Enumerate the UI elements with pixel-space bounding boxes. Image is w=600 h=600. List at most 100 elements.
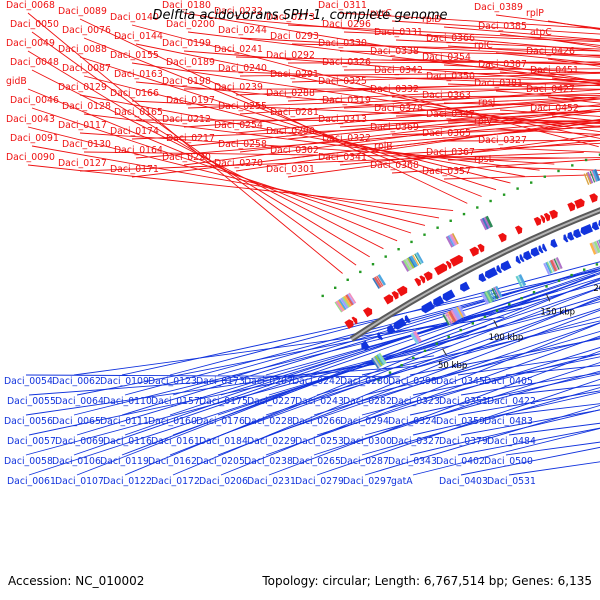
connector-line [409,409,600,456]
forward-gene-label: rplP [526,8,544,19]
reverse-gene-arrow [573,228,582,239]
guide-dot [423,233,426,236]
connector-line [83,113,540,171]
connector-line [25,374,401,378]
forward-gene-label: Daci_0331 [374,27,423,38]
feature-bar [589,242,597,255]
connector-line [287,24,600,42]
guide-dot [388,371,392,374]
reverse-gene-label: Daci_0297 [343,476,392,487]
guide-dot [557,279,561,282]
reverse-gene-arrow [442,289,456,302]
forward-gene-ring [344,193,598,329]
connector-line [187,93,600,109]
reverse-gene-arrow [361,340,370,351]
forward-gene-arrow [351,316,358,325]
forward-gene-label: Daci_0296 [322,19,371,30]
feature-bar [543,262,551,275]
reverse-gene-label: Daci_0300 [343,436,392,447]
forward-gene-label: Daci_0163 [114,69,163,80]
reverse-gene-label: Daci_0484 [487,436,536,447]
feature-bar [343,295,352,307]
feature-bar [592,169,599,182]
connector-line [121,268,600,416]
guide-dot [436,226,439,229]
forward-gene-label: Daci_0076 [62,25,111,36]
forward-gene-label: Daci_0313 [318,114,367,125]
feature-bar [453,307,462,320]
reverse-gene-arrow [433,295,445,307]
feature-bar [518,274,527,286]
connector-line [79,56,497,191]
guide-dot [471,322,474,325]
reverse-gene-label: Daci_0205 [196,456,245,467]
genome-backbone-highlight [350,209,600,341]
forward-gene-label: Daci_0129 [58,82,107,93]
reverse-gene-label: Daci_0402 [436,456,485,467]
forward-gene-label: Daci_0232 [214,6,263,17]
forward-gene-label: Daci_0130 [62,139,111,150]
reverse-gene-label: Daci_0327 [391,436,440,447]
reverse-gene-arrow [460,281,470,292]
guide-dot [412,356,415,360]
reverse-gene-label: Daci_0176 [196,416,245,427]
forward-gene-label: Daci_0200 [166,19,215,30]
guide-dot [346,278,349,281]
feature-bar [443,313,451,325]
feature-bar [412,331,420,344]
reverse-gene-label: Daci_0343 [388,456,437,467]
connector-line [343,96,600,109]
reverse-gene-label: Daci_0122 [103,476,152,487]
forward-gene-label: Daci_0140 [110,12,159,23]
connector-line [287,84,600,102]
reverse-gene-label: gatA [391,476,413,487]
forward-gene-label: Daci_0451 [530,65,579,76]
feature-bar [376,353,386,366]
reverse-gene-label: Daci_0116 [103,436,152,447]
connector-line [391,58,600,65]
connector-line [187,69,600,87]
forward-gene-label: Daci_0128 [62,101,111,112]
connector-line [343,31,600,43]
guide-dot [532,291,536,294]
guide-dot [570,273,573,277]
feature-bar [457,305,466,317]
reverse-gene-label: Daci_0106 [52,456,101,467]
feature-bar [456,306,464,318]
scale-tick-label: 100 kbp [489,333,524,343]
forward-gene-arrow [419,275,426,284]
reverse-gene-label: Daci_0379 [439,436,488,447]
connector-line [291,121,600,159]
forward-gene-label: Daci_0327 [478,135,527,146]
feature-bar [517,274,525,287]
reverse-gene-label: Daci_0157 [151,396,200,407]
reverse-gene-label: Daci_0162 [148,456,197,467]
connector-line [268,322,600,436]
reverse-gene-arrow [377,332,383,341]
reverse-gene-label: Daci_0405 [484,376,533,387]
forward-gene-label: Daci_0326 [322,57,371,68]
connector-line [287,108,600,140]
reverse-gene-arrow [387,324,396,334]
scale-tick-label: 150 kbp [540,307,575,317]
feature-bar [585,172,592,185]
connector-line [169,287,600,456]
guide-dot [483,315,487,319]
reverse-gene-label: Daci_0298 [388,376,437,387]
feature-bar [335,300,344,312]
feature-bar [334,301,343,313]
forward-gene-label: Daci_0046 [10,95,59,106]
reverse-gene-label: Daci_0107 [55,476,104,487]
connector-line [131,62,600,133]
feature-bar [489,289,496,301]
guide-dot [321,294,324,298]
feature-bar [445,235,454,248]
connector-line [313,362,600,456]
forward-gene-label: Daci_0338 [370,46,419,57]
connector-line [409,338,600,376]
reverse-gene-arrow [485,267,498,279]
forward-gene-label: Daci_0254 [214,120,263,131]
accession-text: Accession: NC_010002 [8,574,145,588]
forward-gene-label: Daci_0378 [374,103,423,114]
connector-line [364,337,600,396]
